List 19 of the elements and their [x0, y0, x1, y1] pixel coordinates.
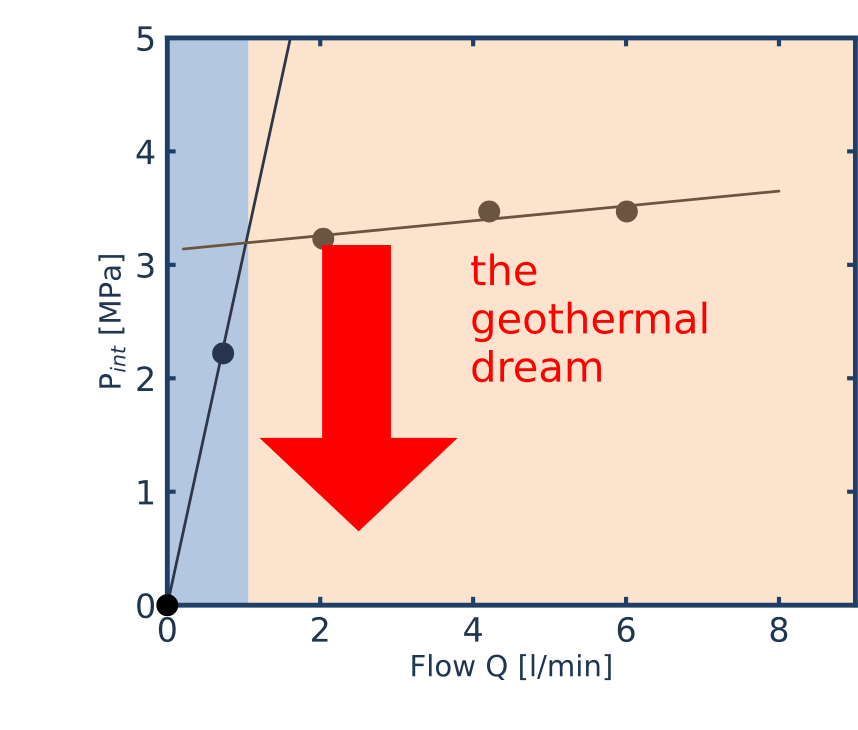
y-tick-label: 5 [138, 26, 154, 52]
y-axis-title: P$_{int}$ [MPa] [98, 255, 126, 388]
y-tick-label: 3 [138, 252, 154, 278]
annotation: the geothermal dream [471, 254, 706, 382]
point [212, 342, 234, 364]
point [616, 200, 638, 223]
y-tick-label: 1 [138, 480, 154, 504]
x-tick-label: 6 [618, 616, 635, 642]
point [312, 228, 334, 250]
y-tick-label: 4 [136, 140, 154, 164]
x-tick-label: 2 [312, 616, 328, 642]
point [156, 594, 178, 616]
x-tick-label: 8 [770, 616, 788, 642]
x-tick-label: 0 [158, 616, 176, 642]
y-tick-label: 0 [137, 593, 154, 618]
x-tick-label: 4 [464, 617, 482, 642]
y-tick-label: 2 [137, 366, 153, 391]
x-axis-title: Flow Q [l/min] [412, 654, 611, 680]
point [478, 200, 500, 223]
